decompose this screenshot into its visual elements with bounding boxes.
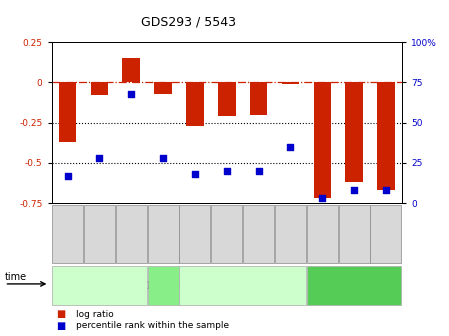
Text: log ratio: log ratio <box>76 310 114 319</box>
Point <box>128 91 135 96</box>
Text: 60 minute: 60 minute <box>138 281 188 291</box>
Point <box>223 168 230 174</box>
Text: GSM5461: GSM5461 <box>351 218 357 250</box>
Point <box>64 173 71 178</box>
Bar <box>345 82 363 182</box>
Text: GSM5453: GSM5453 <box>97 218 102 250</box>
Point <box>255 168 262 174</box>
Bar <box>91 82 108 95</box>
Bar <box>186 82 204 126</box>
Point <box>287 144 294 150</box>
Text: GSM5458: GSM5458 <box>255 218 262 250</box>
Text: 240 minute: 240 minute <box>326 281 382 291</box>
Text: GSM5460: GSM5460 <box>319 218 325 250</box>
Text: ■: ■ <box>56 309 66 319</box>
Text: 30 minute: 30 minute <box>75 281 124 291</box>
Text: GSM5456: GSM5456 <box>192 218 198 250</box>
Bar <box>59 82 76 142</box>
Text: GDS293 / 5543: GDS293 / 5543 <box>141 15 236 28</box>
Text: GSM5459: GSM5459 <box>287 218 293 250</box>
Bar <box>282 82 299 84</box>
Text: percentile rank within the sample: percentile rank within the sample <box>76 322 229 330</box>
Point <box>319 196 326 201</box>
Point <box>96 156 103 161</box>
Point <box>383 188 390 193</box>
Bar <box>123 58 140 82</box>
Point <box>191 172 198 177</box>
Point <box>159 156 167 161</box>
Text: GSM5454: GSM5454 <box>128 218 134 250</box>
Text: GSM5462: GSM5462 <box>383 218 389 250</box>
Text: ■: ■ <box>56 321 66 331</box>
Bar <box>250 82 267 115</box>
Text: time: time <box>4 272 26 282</box>
Text: 120 minute: 120 minute <box>215 281 271 291</box>
Bar <box>218 82 235 116</box>
Bar <box>377 82 395 191</box>
Text: GSM5452: GSM5452 <box>65 218 70 250</box>
Point <box>351 188 358 193</box>
Bar <box>313 82 331 199</box>
Bar <box>154 82 172 94</box>
Text: GSM5455: GSM5455 <box>160 218 166 250</box>
Text: GSM5457: GSM5457 <box>224 218 230 250</box>
